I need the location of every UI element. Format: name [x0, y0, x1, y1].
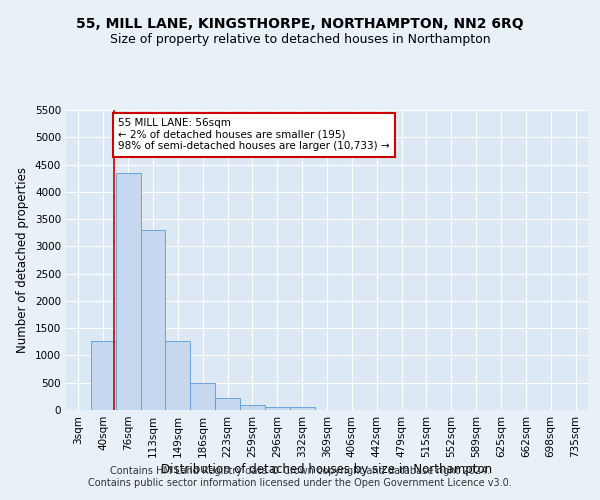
Bar — [190, 384, 215, 410]
Bar — [290, 407, 314, 410]
Bar — [215, 398, 240, 410]
Text: 55, MILL LANE, KINGSTHORPE, NORTHAMPTON, NN2 6RQ: 55, MILL LANE, KINGSTHORPE, NORTHAMPTON,… — [76, 18, 524, 32]
Y-axis label: Number of detached properties: Number of detached properties — [16, 167, 29, 353]
Text: 55 MILL LANE: 56sqm
← 2% of detached houses are smaller (195)
98% of semi-detach: 55 MILL LANE: 56sqm ← 2% of detached hou… — [118, 118, 389, 152]
Bar — [240, 405, 265, 410]
Bar — [116, 172, 140, 410]
Bar — [91, 340, 116, 410]
X-axis label: Distribution of detached houses by size in Northampton: Distribution of detached houses by size … — [161, 462, 493, 475]
Text: Contains HM Land Registry data © Crown copyright and database right 2024.
Contai: Contains HM Land Registry data © Crown c… — [88, 466, 512, 487]
Bar — [166, 340, 190, 410]
Text: Size of property relative to detached houses in Northampton: Size of property relative to detached ho… — [110, 32, 490, 46]
Bar — [140, 230, 166, 410]
Bar — [265, 406, 290, 410]
